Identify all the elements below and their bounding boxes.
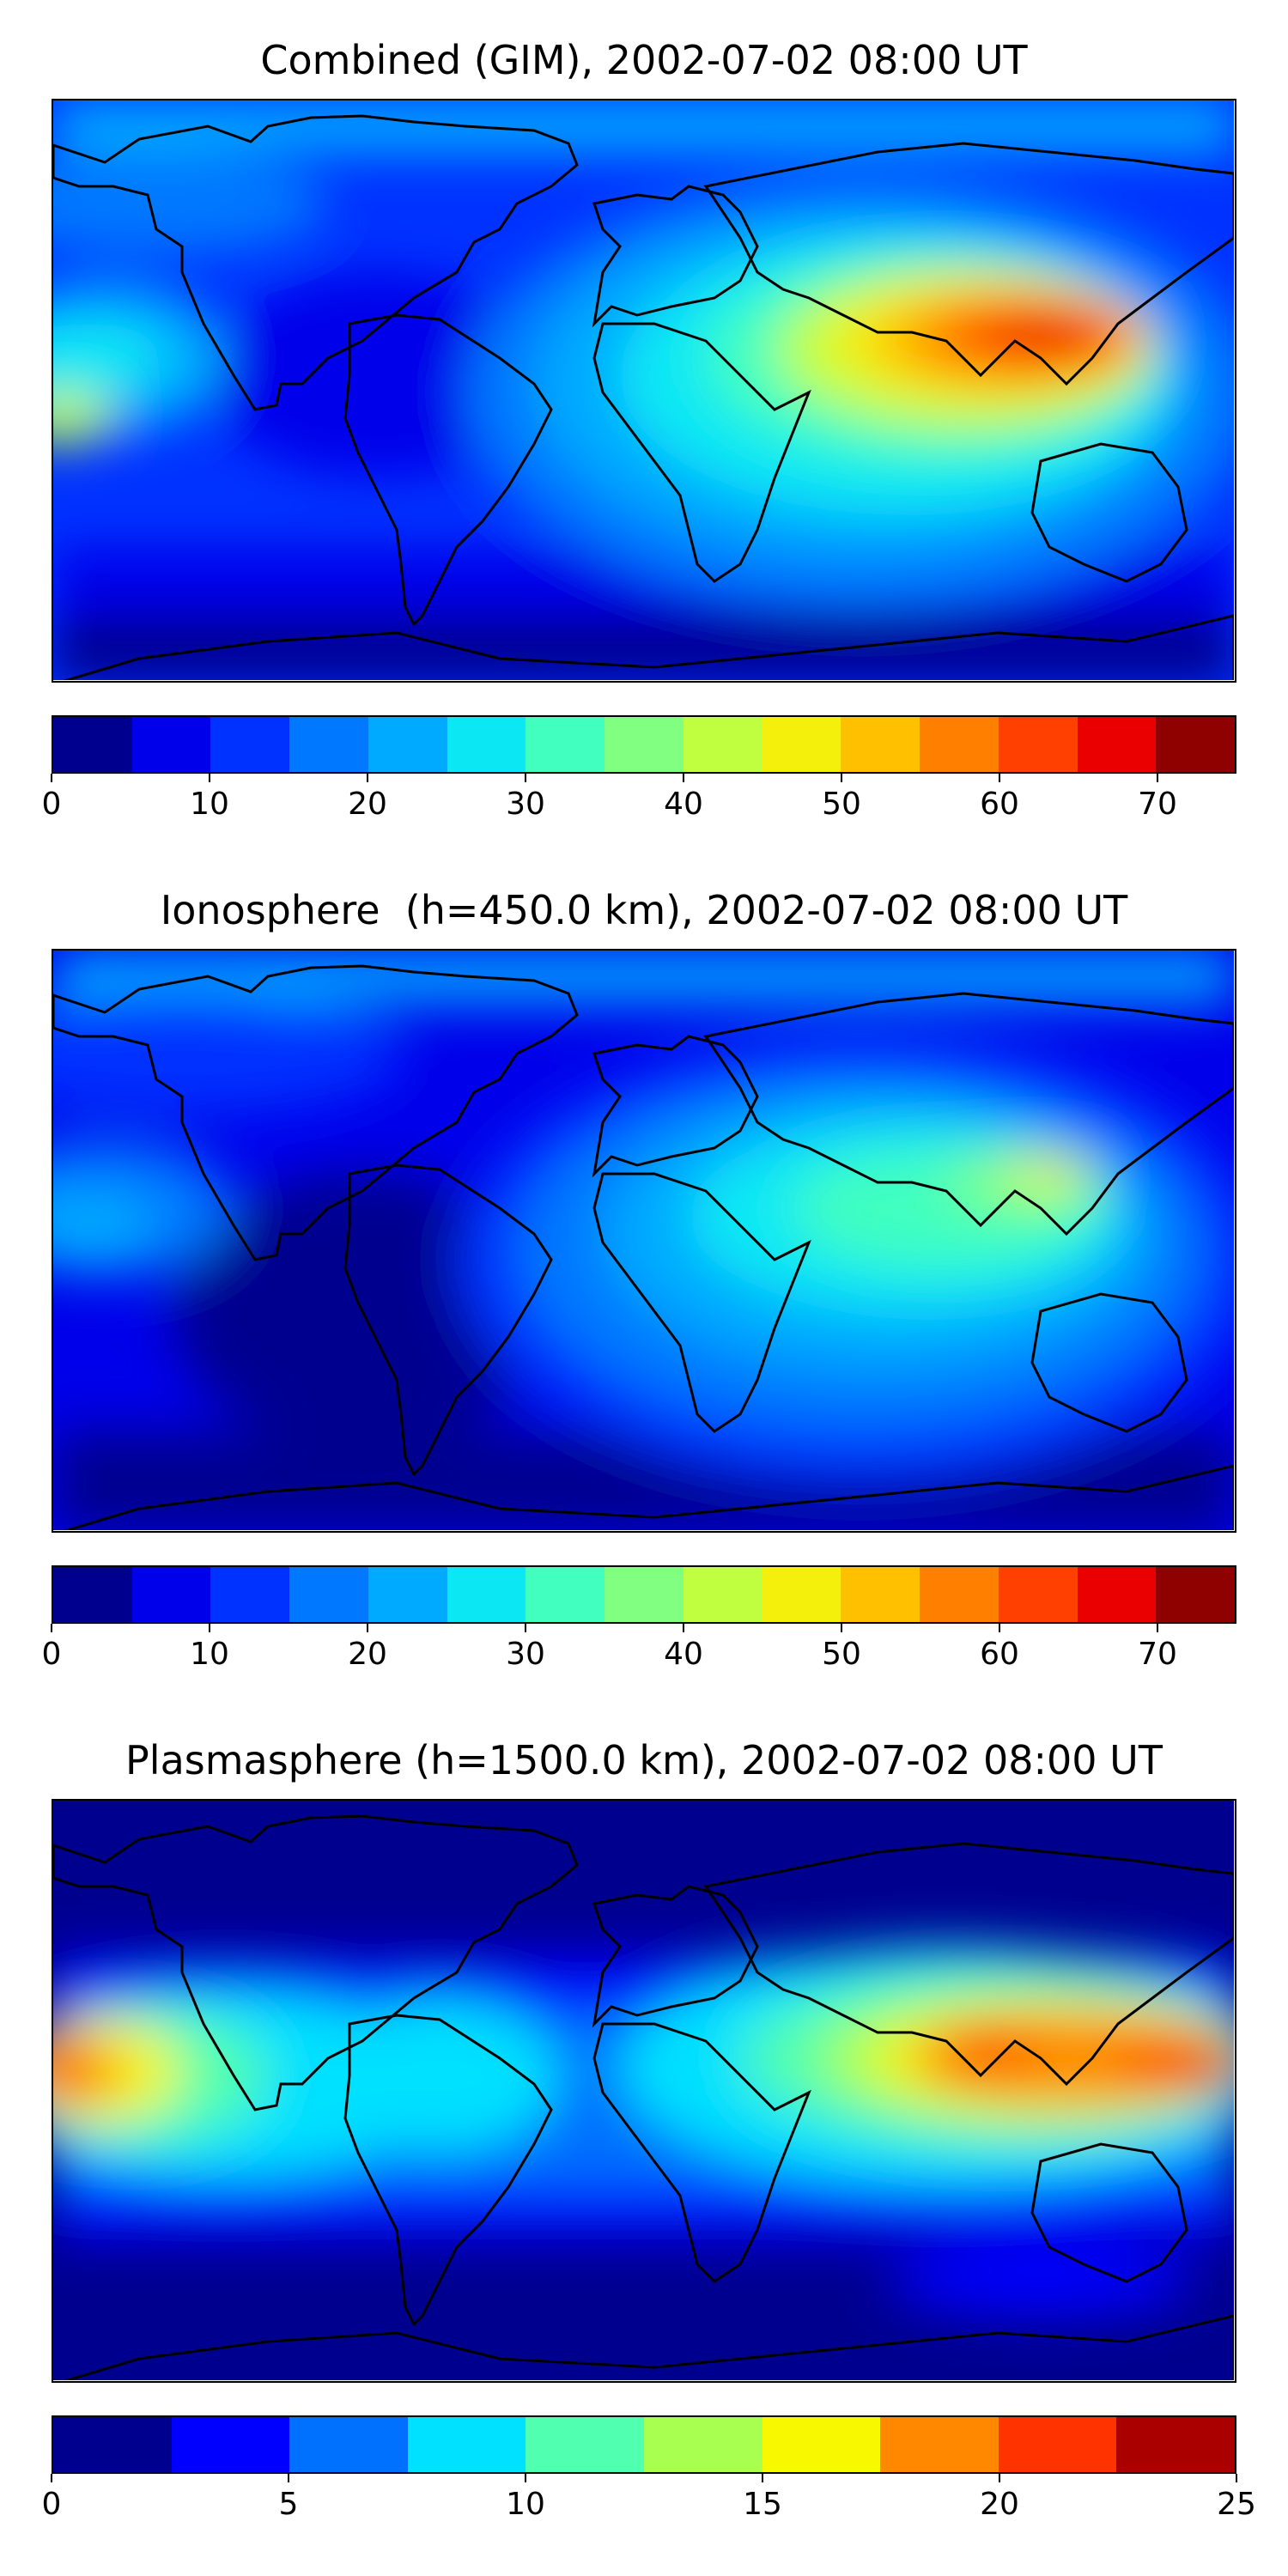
colorbar-segment bbox=[605, 717, 683, 772]
colorbar-tick-label: 0 bbox=[41, 787, 62, 822]
tec-contour-map-plasmasphere bbox=[53, 1801, 1234, 2380]
colorbar-tick-label: 40 bbox=[664, 787, 703, 822]
colorbar-ticks-ionosphere: 0 10 20 30 40 50 60 70 bbox=[42, 1624, 1236, 1675]
colorbar-tick-label: 50 bbox=[822, 787, 861, 822]
colorbar-tick-label: 10 bbox=[190, 1637, 229, 1672]
colorbar-tick-label: 0 bbox=[41, 1637, 62, 1672]
colorbar-segment bbox=[841, 717, 920, 772]
colorbar-ticks-plasmasphere: 0 5 10 15 20 25 bbox=[42, 2474, 1256, 2525]
colorbar-segment bbox=[131, 1567, 211, 1622]
colorbar-tick-label: 70 bbox=[1138, 787, 1177, 822]
colorbar-segment bbox=[1116, 2417, 1235, 2472]
colorbar-segment bbox=[920, 717, 999, 772]
colorbar-tick-label: 60 bbox=[980, 787, 1019, 822]
colorbar-segment bbox=[1077, 1567, 1157, 1622]
colorbar-segment bbox=[526, 717, 605, 772]
map-ionosphere bbox=[52, 949, 1236, 1533]
colorbar-segment bbox=[447, 1567, 526, 1622]
colorbar-segment bbox=[53, 717, 132, 772]
panel-title-ionosphere: Ionosphere (h=450.0 km), 2002-07-02 08:0… bbox=[160, 887, 1128, 933]
colorbar-segment bbox=[526, 1567, 605, 1622]
colorbar-tick-label: 5 bbox=[278, 2487, 299, 2522]
colorbar-tick-label: 10 bbox=[506, 2487, 545, 2522]
colorbar-tick-label: 30 bbox=[506, 1637, 545, 1672]
colorbar-tick-label: 10 bbox=[190, 787, 229, 822]
colorbar-segment bbox=[289, 2417, 408, 2472]
colorbar-segment bbox=[131, 717, 211, 772]
colorbar-segment bbox=[998, 1567, 1078, 1622]
colorbar-tick-label: 15 bbox=[743, 2487, 782, 2522]
colorbar-segment bbox=[368, 1567, 447, 1622]
colorbar-tick-label: 60 bbox=[980, 1637, 1019, 1672]
colorbar-combined bbox=[52, 715, 1236, 774]
colorbar-segment bbox=[920, 1567, 999, 1622]
colorbar-segment bbox=[1077, 717, 1157, 772]
colorbar-tick-label: 20 bbox=[348, 1637, 387, 1672]
colorbar-segment bbox=[841, 1567, 920, 1622]
colorbar-segment bbox=[762, 2417, 881, 2472]
colorbar-segment bbox=[53, 1567, 132, 1622]
colorbar-segment bbox=[447, 717, 526, 772]
colorbar-segment bbox=[407, 2417, 526, 2472]
colorbar-segment bbox=[643, 2417, 762, 2472]
colorbar-plasmasphere bbox=[52, 2415, 1236, 2474]
colorbar-tick-label: 70 bbox=[1138, 1637, 1177, 1672]
colorbar-segment bbox=[605, 1567, 683, 1622]
colorbar-segment bbox=[289, 1567, 368, 1622]
colorbar-segment bbox=[683, 1567, 762, 1622]
colorbar-segment bbox=[289, 717, 368, 772]
colorbar-segment bbox=[762, 1567, 841, 1622]
colorbar-tick-label: 20 bbox=[980, 2487, 1019, 2522]
tec-contour-map-combined bbox=[53, 100, 1234, 680]
colorbar-segment bbox=[210, 717, 290, 772]
map-combined bbox=[52, 99, 1236, 683]
colorbar-segment bbox=[53, 2417, 172, 2472]
colorbar-tick-label: 50 bbox=[822, 1637, 861, 1672]
colorbar-segment bbox=[171, 2417, 290, 2472]
colorbar-segment bbox=[762, 717, 841, 772]
colorbar-tick-label: 25 bbox=[1217, 2487, 1256, 2522]
colorbar-segment bbox=[998, 2417, 1117, 2472]
colorbar-segment bbox=[210, 1567, 290, 1622]
colorbar-segment bbox=[1156, 717, 1236, 772]
panel-title-combined: Combined (GIM), 2002-07-02 08:00 UT bbox=[260, 37, 1028, 83]
colorbar-ticks-combined: 0 10 20 30 40 50 60 70 bbox=[42, 774, 1236, 825]
colorbar-segment bbox=[998, 717, 1078, 772]
colorbar-segment bbox=[368, 717, 447, 772]
colorbar-tick-label: 20 bbox=[348, 787, 387, 822]
map-plasmasphere bbox=[52, 1799, 1236, 2383]
colorbar-ionosphere bbox=[52, 1565, 1236, 1624]
colorbar-tick-label: 30 bbox=[506, 787, 545, 822]
colorbar-segment bbox=[683, 717, 762, 772]
colorbar-segment bbox=[880, 2417, 999, 2472]
colorbar-tick-label: 0 bbox=[41, 2487, 62, 2522]
tec-contour-map-ionosphere bbox=[53, 951, 1234, 1530]
colorbar-segment bbox=[1156, 1567, 1236, 1622]
panel-title-plasmasphere: Plasmasphere (h=1500.0 km), 2002-07-02 0… bbox=[125, 1737, 1163, 1783]
colorbar-tick-label: 40 bbox=[664, 1637, 703, 1672]
colorbar-segment bbox=[526, 2417, 644, 2472]
